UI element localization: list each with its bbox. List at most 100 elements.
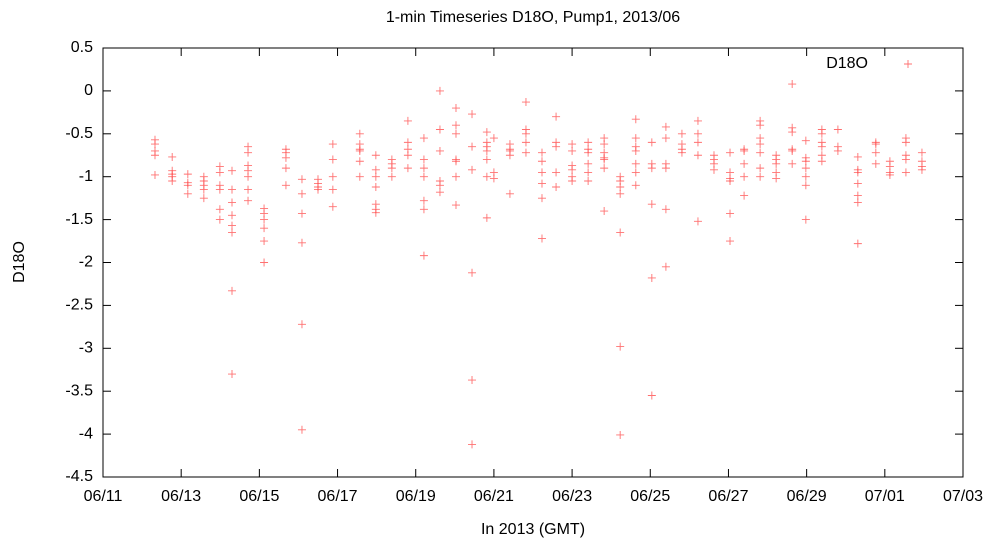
y-tick-label: -4.5	[65, 468, 93, 485]
x-tick-label: 07/03	[943, 488, 983, 505]
data-point	[871, 159, 880, 168]
data-point	[387, 164, 396, 173]
data-point	[853, 152, 862, 161]
data-point	[631, 115, 640, 124]
chart-title: 1-min Timeseries D18O, Pump1, 2013/06	[386, 9, 680, 26]
data-point	[371, 182, 380, 191]
data-point	[584, 138, 593, 147]
data-point	[631, 146, 640, 155]
data-point	[403, 116, 412, 125]
data-point	[661, 262, 670, 271]
data-point	[419, 155, 428, 164]
data-point	[772, 174, 781, 183]
x-tick-label: 06/21	[474, 488, 514, 505]
data-point	[228, 228, 236, 237]
data-point	[616, 430, 625, 439]
data-point	[817, 157, 826, 166]
data-point	[435, 146, 444, 155]
data-point	[817, 129, 826, 138]
x-tick-label: 06/29	[787, 488, 827, 505]
data-point	[616, 228, 625, 237]
data-point	[419, 196, 428, 205]
data-point	[833, 125, 842, 134]
data-point	[468, 110, 477, 119]
data-point	[740, 172, 749, 181]
data-point	[244, 196, 253, 205]
data-point	[772, 159, 781, 168]
data-point	[297, 238, 306, 247]
data-point	[726, 148, 735, 157]
data-point	[371, 172, 380, 181]
data-point	[568, 140, 577, 149]
y-tick-label: -1	[79, 168, 93, 185]
data-point	[693, 151, 702, 160]
data-point	[451, 104, 460, 113]
data-point	[853, 239, 862, 248]
data-point	[600, 140, 609, 149]
data-point	[403, 151, 412, 160]
data-point	[183, 170, 192, 179]
data-point	[168, 152, 177, 161]
data-point	[788, 146, 797, 155]
x-tick-label: 06/15	[239, 488, 279, 505]
y-tick-label: -2.5	[65, 297, 93, 314]
x-axis-label: In 2013 (GMT)	[481, 521, 585, 538]
data-point	[355, 129, 364, 138]
y-tick-label: 0.5	[71, 39, 93, 56]
data-point	[419, 205, 428, 214]
data-point	[228, 198, 236, 207]
data-point	[693, 129, 702, 138]
data-point	[387, 172, 396, 181]
data-point	[647, 138, 656, 147]
data-point	[150, 151, 159, 160]
data-point	[584, 168, 593, 177]
data-point	[677, 129, 686, 138]
y-tick-label: -1.5	[65, 211, 93, 228]
data-point	[183, 189, 192, 198]
data-point	[215, 168, 224, 177]
data-point	[616, 189, 625, 198]
data-point	[403, 138, 412, 147]
data-point	[801, 136, 810, 145]
data-point	[328, 202, 337, 211]
data-point	[355, 146, 364, 155]
data-point	[584, 159, 593, 168]
data-point	[740, 146, 749, 155]
data-point	[451, 129, 460, 138]
data-point	[853, 168, 862, 177]
data-point	[328, 140, 337, 149]
data-point	[552, 182, 561, 191]
data-point	[537, 179, 546, 188]
x-tick-label: 06/27	[708, 488, 748, 505]
data-point	[788, 128, 797, 137]
data-point	[756, 148, 765, 157]
data-point	[801, 164, 810, 173]
data-point	[631, 168, 640, 177]
legend-marker	[904, 60, 912, 68]
data-point	[756, 172, 765, 181]
data-point	[482, 172, 491, 181]
data-point	[371, 165, 380, 174]
data-point	[788, 159, 797, 168]
x-tick-label: 06/11	[84, 488, 123, 505]
data-point	[853, 179, 862, 188]
data-point	[468, 165, 477, 174]
data-point	[801, 172, 810, 181]
data-point	[328, 155, 337, 164]
data-point	[833, 146, 842, 155]
data-point	[260, 258, 269, 267]
data-point	[371, 208, 380, 217]
data-point	[647, 273, 656, 282]
data-point	[150, 170, 159, 179]
data-point	[468, 376, 477, 385]
data-point	[451, 172, 460, 181]
data-point	[419, 164, 428, 173]
data-point	[228, 166, 236, 175]
data-point	[489, 174, 498, 183]
y-tick-label: -3	[79, 340, 93, 357]
data-point	[726, 237, 735, 246]
data-point	[853, 191, 862, 200]
data-point	[355, 157, 364, 166]
data-point	[215, 205, 224, 214]
data-point	[297, 425, 306, 434]
